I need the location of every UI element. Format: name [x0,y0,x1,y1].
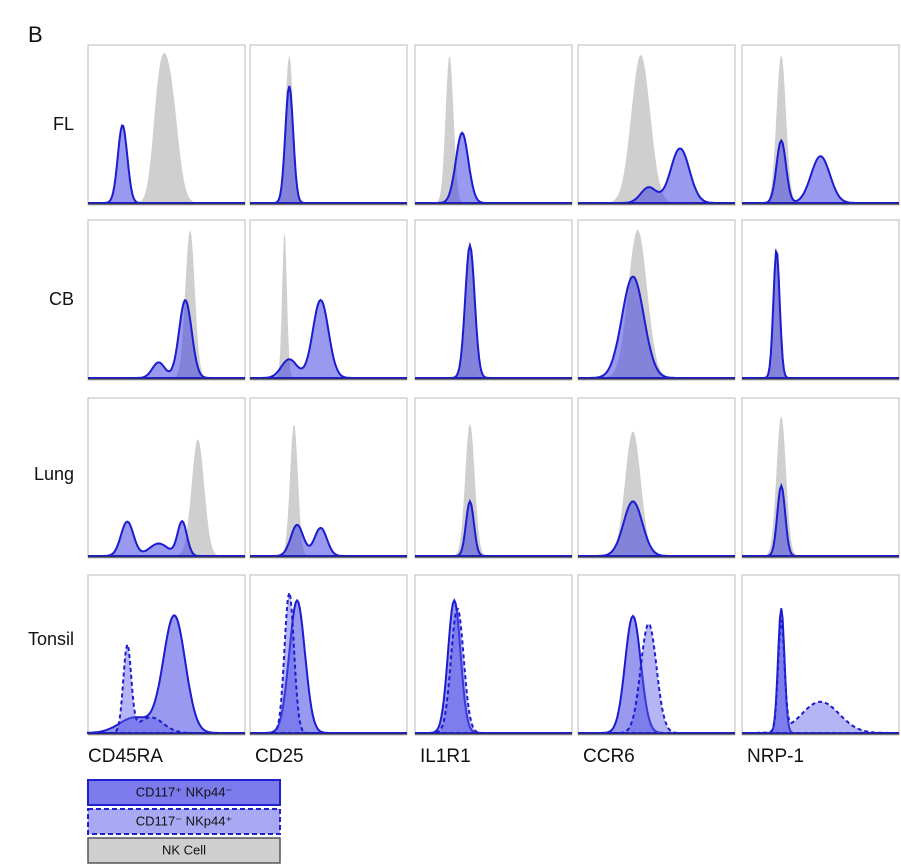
cd117-nkp44neg-histogram [250,85,407,204]
histogram-frame [577,574,736,736]
cd117-nkp44neg-histogram [742,482,899,557]
histogram-frame [249,44,408,206]
histogram-frame [577,219,736,381]
histogram-frame [741,574,900,736]
cd117neg-nkp44-histogram [250,592,407,734]
cd117neg-nkp44-histogram [742,620,899,734]
cd117-nkp44neg-histogram [88,519,245,557]
legend-label: NK Cell [162,842,206,857]
cd117-nkp44neg-histogram [88,299,245,379]
histogram-frame [87,397,246,559]
nk-cell-histogram [578,54,735,203]
column-label: CD45RA [88,746,163,767]
histogram-frame [577,397,736,559]
nk-cell-histogram [250,424,407,556]
legend-swatch [87,808,281,835]
cd117-nkp44neg-histogram [250,523,407,557]
legend-swatch [87,837,281,864]
nk-cell-histogram [88,53,245,203]
cd117-nkp44neg-histogram [250,298,407,379]
histogram-frame [249,574,408,736]
nk-cell-histogram [88,439,245,556]
cd117-nkp44neg-histogram [578,275,735,379]
column-label: NRP-1 [747,746,804,767]
histogram-frame [249,397,408,559]
column-label: CCR6 [583,746,635,767]
legend-label: CD117⁺ NKp44⁻ [136,784,233,799]
histogram-frame [414,574,573,736]
cd117-nkp44neg-histogram [578,500,735,557]
cd117-nkp44neg-histogram [415,241,572,379]
column-label: IL1R1 [420,746,471,767]
legend-swatch [87,779,281,806]
row-label: CB [49,289,74,309]
histogram-frame [741,219,900,381]
row-label: FL [53,114,74,134]
histogram-frame [741,397,900,559]
cd117-nkp44neg-histogram [415,498,572,557]
column-label: CD25 [255,746,304,767]
row-label: Lung [34,464,74,484]
cd117-nkp44neg-histogram [742,248,899,379]
legend: CD117⁺ NKp44⁻ CD117⁻ NKp44⁺ NK Cell [87,779,281,864]
histogram-frame [414,219,573,381]
cd117-nkp44neg-histogram [742,138,899,204]
cd117-nkp44neg-histogram [88,124,245,204]
cd117-nkp44neg-histogram [415,131,572,204]
panel-label: B [28,22,43,47]
row-label: Tonsil [28,629,74,649]
histogram-grid: FL CB Lung Tonsil CD45RA CD25 IL1R1 CCR6 NRP-1 [28,44,900,767]
histogram-frame [414,397,573,559]
histogram-frame [87,219,246,381]
legend-label: CD117⁻ NKp44⁺ [136,813,233,828]
histogram-frame [414,44,573,206]
cd117neg-nkp44-histogram [415,607,572,734]
cd117neg-nkp44-histogram [578,622,735,734]
cd117-nkp44neg-histogram [578,147,735,204]
cd117neg-nkp44-histogram [88,640,245,734]
